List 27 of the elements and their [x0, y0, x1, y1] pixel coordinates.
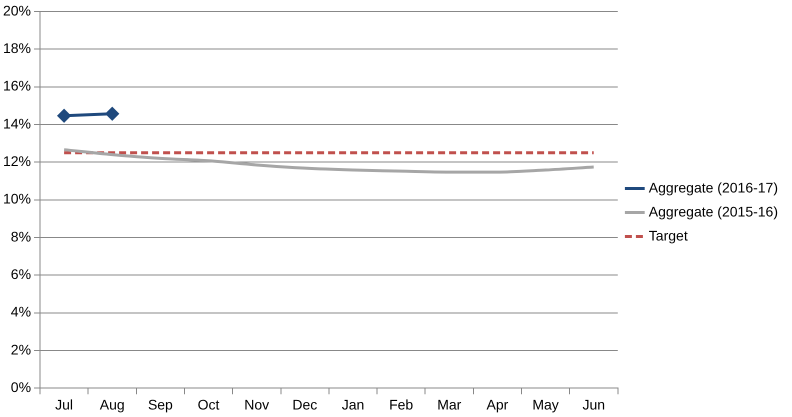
x-tick-label: Feb [389, 396, 414, 412]
y-tick-label: 0% [10, 379, 32, 396]
y-tick-label: 14% [2, 115, 32, 132]
y-tick-label: 8% [10, 228, 32, 244]
x-tick-label: Dec [292, 396, 318, 412]
y-tick-label: 20% [2, 2, 32, 18]
x-tick-label: Nov [244, 396, 270, 412]
y-tick-label: 10% [2, 190, 32, 207]
legend-label: Aggregate (2016-17) [648, 179, 778, 196]
y-tick-label: 16% [2, 78, 32, 94]
y-tick-label: 6% [10, 266, 32, 282]
x-tick-label: May [532, 396, 559, 412]
x-tick-label: Aug [100, 396, 125, 412]
y-tick-label: 4% [10, 304, 32, 320]
legend-label: Aggregate (2015-16) [648, 203, 778, 220]
x-tick-label: Jul [55, 396, 74, 412]
y-tick-label: 12% [2, 152, 32, 169]
line-series [62, 148, 596, 174]
x-tick-label: Oct [198, 396, 220, 412]
legend-label: Target [648, 227, 688, 244]
x-tick-label: Sep [148, 396, 174, 412]
x-tick-label: Mar [437, 396, 462, 412]
x-tick-label: Jun [582, 396, 606, 412]
x-tick-label: Jan [342, 396, 364, 412]
y-tick-label: 18% [2, 40, 32, 56]
x-tick-label: Apr [486, 396, 509, 412]
y-tick-label: 2% [10, 341, 32, 358]
